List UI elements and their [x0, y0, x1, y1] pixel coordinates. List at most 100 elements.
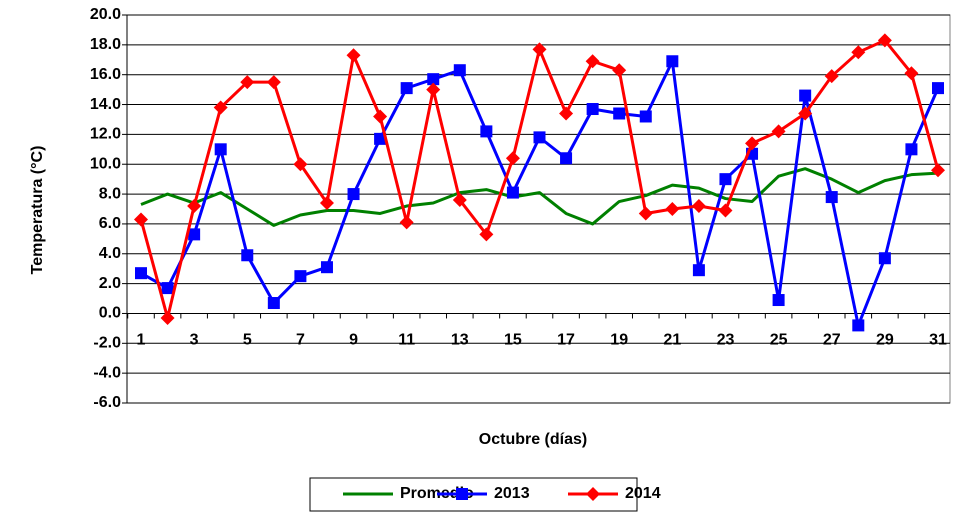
plot-area: [126, 14, 951, 404]
x-tick-label: 7: [296, 332, 305, 349]
marker: [691, 199, 706, 214]
x-tick-label: 1: [137, 332, 146, 349]
marker: [852, 319, 865, 332]
y-tick-label: 8.0: [99, 185, 121, 202]
x-tick-label: 9: [349, 332, 358, 349]
marker: [586, 103, 599, 116]
marker: [319, 196, 334, 211]
marker: [560, 152, 573, 165]
x-tick-label: 3: [190, 332, 199, 349]
marker: [134, 212, 148, 227]
marker: [692, 264, 705, 277]
y-tick-label: -2.0: [93, 335, 121, 352]
x-tick-label: 13: [451, 332, 469, 349]
marker: [533, 131, 546, 144]
marker: [160, 310, 175, 325]
y-tick-label: 20.0: [90, 6, 121, 23]
marker: [851, 45, 866, 60]
y-tick-label: 0.0: [99, 305, 121, 322]
marker: [267, 297, 280, 310]
legend-label: 2013: [494, 485, 530, 502]
marker: [294, 270, 307, 283]
marker: [187, 199, 202, 214]
marker: [559, 106, 574, 121]
y-tick-label: 12.0: [90, 126, 121, 143]
y-tick-label: 18.0: [90, 36, 121, 53]
marker: [586, 487, 600, 501]
legend-label: 2014: [625, 485, 661, 502]
series-line: [140, 167, 939, 227]
marker: [877, 33, 892, 48]
x-tick-label: 11: [398, 332, 415, 349]
marker: [347, 188, 360, 201]
marker: [293, 157, 308, 172]
marker: [266, 75, 281, 90]
marker: [585, 54, 600, 69]
y-tick-label: -6.0: [93, 394, 121, 411]
marker: [188, 228, 201, 241]
x-axis-title: Octubre (días): [479, 431, 587, 448]
y-tick-label: 4.0: [99, 245, 121, 262]
x-tick-label: 31: [929, 332, 947, 349]
marker: [666, 55, 679, 68]
marker: [799, 89, 812, 102]
x-tick-label: 29: [876, 332, 894, 349]
marker: [506, 186, 519, 199]
marker: [399, 215, 414, 230]
marker: [904, 66, 919, 81]
marker: [505, 151, 520, 166]
marker: [745, 136, 760, 151]
marker: [427, 73, 440, 86]
marker: [824, 69, 839, 84]
x-tick-label: 23: [717, 332, 735, 349]
marker: [932, 82, 944, 95]
y-tick-label: 6.0: [99, 215, 121, 232]
marker: [374, 132, 387, 145]
y-tick-label: -4.0: [93, 364, 121, 381]
marker: [931, 163, 945, 178]
marker: [400, 82, 413, 95]
marker: [638, 206, 653, 221]
y-tick-label: 16.0: [90, 66, 121, 83]
marker: [213, 100, 228, 115]
marker: [612, 63, 627, 78]
marker: [320, 261, 333, 274]
marker: [480, 125, 493, 138]
marker: [452, 193, 467, 208]
marker: [771, 124, 786, 139]
marker: [613, 107, 626, 120]
marker: [456, 488, 468, 500]
marker: [240, 75, 255, 90]
marker: [479, 227, 494, 242]
x-tick-label: 15: [504, 332, 522, 349]
marker: [532, 42, 547, 57]
marker: [373, 109, 388, 124]
marker: [825, 191, 838, 204]
x-tick-label: 17: [557, 332, 575, 349]
marker: [905, 143, 918, 156]
x-tick-label: 21: [663, 332, 681, 349]
x-tick-label: 27: [823, 332, 841, 349]
y-tick-label: 10.0: [90, 155, 121, 172]
y-axis-title: Temperatura (°C): [29, 146, 46, 275]
marker: [718, 203, 733, 218]
marker: [665, 202, 680, 216]
x-tick-label: 5: [243, 332, 252, 349]
marker: [426, 82, 441, 97]
marker: [135, 267, 147, 280]
marker: [719, 173, 732, 186]
y-tick-label: 2.0: [99, 275, 121, 292]
x-tick-label: 19: [610, 332, 628, 349]
marker: [214, 143, 227, 156]
x-tick-label: 25: [770, 332, 788, 349]
marker: [639, 110, 652, 123]
marker: [453, 64, 466, 77]
marker: [346, 48, 361, 63]
marker: [772, 294, 785, 307]
y-tick-label: 14.0: [90, 96, 121, 113]
marker: [161, 282, 174, 295]
marker: [241, 249, 254, 262]
marker: [878, 252, 891, 265]
